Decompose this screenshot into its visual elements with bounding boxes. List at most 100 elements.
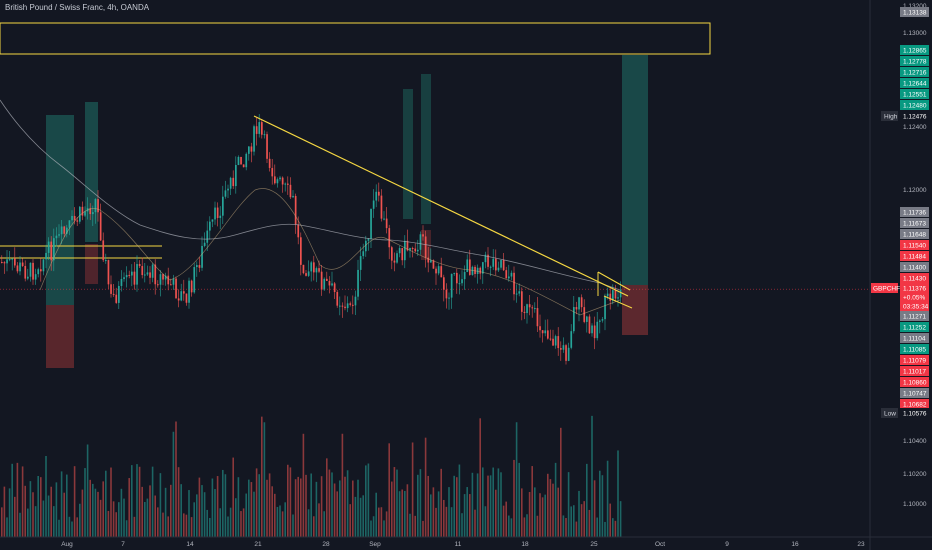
candle-body — [55, 235, 58, 239]
volume-bar — [242, 508, 245, 537]
candle-body — [37, 269, 40, 275]
candle-body — [196, 265, 198, 268]
volume-bar — [190, 517, 193, 537]
candle-body — [547, 330, 549, 339]
resistance-box — [0, 22, 711, 55]
x-tick-label: 7 — [121, 541, 125, 548]
volume-bar — [177, 467, 180, 537]
volume-bar — [170, 484, 172, 537]
volume-bar — [328, 469, 331, 537]
y-tick-label: 1.10000 — [903, 501, 927, 508]
x-tick-label: 9 — [725, 541, 729, 548]
position-zone — [46, 305, 74, 368]
volume-bar — [24, 485, 26, 537]
candle-body — [211, 219, 214, 222]
candle-body — [482, 262, 484, 274]
y-axis-ticks: 1.13200 1.13000 1.12400 1.12000 1.10400 1.102… — [903, 3, 927, 508]
candle-body — [391, 247, 393, 261]
volume-bar — [89, 479, 91, 537]
candle-body — [414, 248, 417, 252]
candle-body — [11, 258, 14, 260]
volume-bar — [593, 480, 596, 537]
volume-bar — [487, 475, 489, 537]
candle-body — [216, 207, 219, 218]
x-tick-label: 11 — [455, 541, 462, 548]
volume-bar — [1, 507, 3, 537]
volume-bar — [47, 495, 50, 537]
volume-bar — [118, 502, 120, 537]
volume-bar — [362, 495, 364, 537]
volume-bar — [172, 431, 175, 537]
moving-average-line — [0, 99, 621, 291]
volume-bar — [344, 476, 346, 537]
volume-bar — [102, 481, 104, 537]
candle-body — [497, 267, 500, 271]
volume-bar — [508, 515, 510, 537]
volume-bar — [307, 509, 310, 537]
volume-bar — [539, 493, 541, 537]
extreme-tag — [881, 408, 898, 418]
candle-body — [612, 290, 614, 301]
candle-body — [206, 230, 209, 243]
volume-bar — [268, 473, 271, 537]
candle-body — [302, 264, 305, 274]
volume-bar — [567, 472, 570, 537]
volume-bar — [365, 465, 367, 537]
volume-bar — [474, 509, 476, 537]
candle-body — [203, 242, 206, 246]
candle-body — [34, 274, 37, 280]
candle-body — [76, 220, 79, 222]
candle-body — [549, 338, 552, 340]
x-tick-label: Oct — [655, 541, 665, 548]
candle-body — [419, 234, 422, 250]
volume-bar — [534, 487, 536, 537]
volume-bar — [128, 478, 130, 537]
candle-body — [8, 259, 11, 261]
candle-body — [432, 260, 435, 269]
volume-bar — [513, 459, 515, 537]
volume-bar — [445, 506, 448, 537]
volume-bar — [203, 492, 206, 537]
volume-bar — [146, 498, 149, 537]
volume-bar — [570, 506, 572, 537]
volume-bar — [500, 472, 502, 537]
candle-body — [172, 278, 175, 285]
candle-body — [333, 283, 336, 293]
candle-body — [123, 277, 125, 280]
volume-bar — [346, 470, 349, 537]
candle-body — [372, 200, 375, 209]
candle-body — [445, 289, 448, 299]
moving-average-line — [39, 188, 621, 316]
candle-body — [422, 234, 424, 237]
volume-bar — [354, 496, 357, 537]
volume-bar — [318, 503, 320, 537]
candle-body — [526, 304, 528, 314]
candle-body — [331, 283, 333, 286]
volume-bar — [188, 490, 190, 537]
volume-bar — [331, 472, 333, 537]
candle-body — [6, 259, 8, 264]
volume-bar — [274, 493, 276, 537]
price-label-badge — [900, 100, 929, 110]
volume-bar — [84, 468, 86, 537]
price-label-badge — [900, 7, 929, 17]
candle-body — [287, 183, 289, 185]
volume-bar — [479, 418, 481, 537]
candle-body — [175, 278, 177, 299]
volume-bar — [456, 477, 458, 537]
price-label-text: 1.11271 — [903, 314, 926, 321]
candle-body — [544, 330, 547, 334]
volume-bar — [302, 433, 305, 537]
price-label-text: 1.10682 — [903, 402, 927, 409]
candle-body — [383, 218, 385, 220]
candle-body — [159, 274, 162, 285]
price-label-badge — [900, 229, 929, 239]
candle-body — [183, 291, 185, 294]
candle-body — [102, 240, 105, 261]
volume-bar — [417, 474, 419, 537]
price-label-text: 1.10860 — [903, 380, 927, 387]
volume-bar — [281, 511, 284, 537]
volume-bar — [76, 517, 78, 537]
volume-bar — [154, 495, 156, 537]
